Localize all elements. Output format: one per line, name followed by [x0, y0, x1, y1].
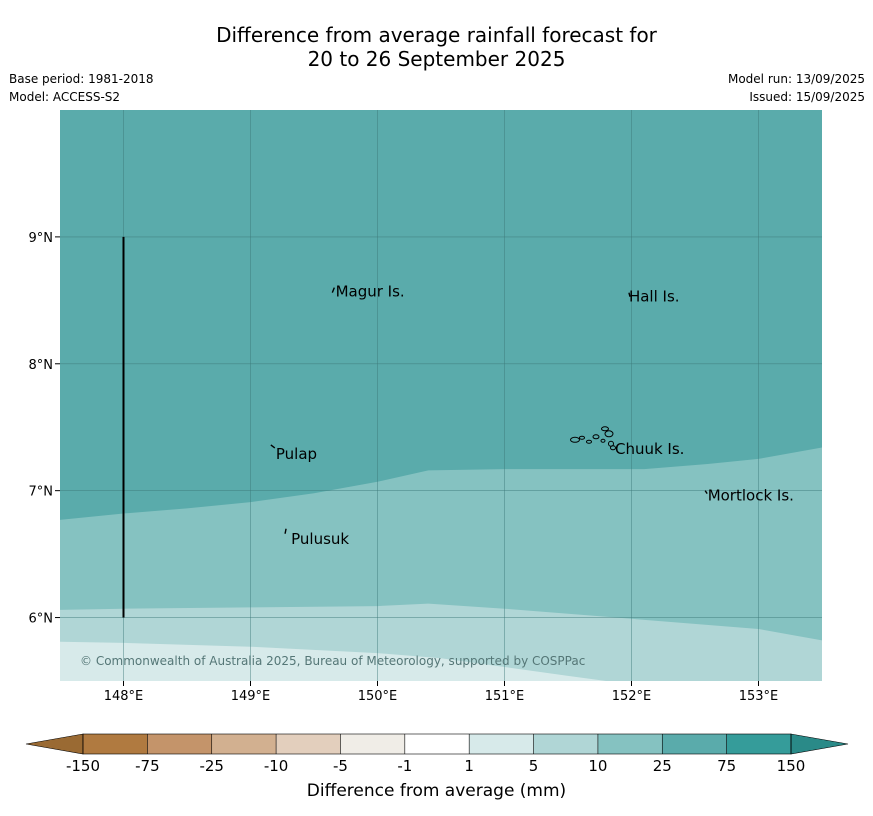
base-period: Base period: 1981-2018 [9, 72, 154, 86]
place-label: Pulap [276, 445, 317, 463]
model-name: Model: ACCESS-S2 [9, 90, 121, 104]
colorbar-tick-label: 10 [588, 757, 607, 775]
colorbar-swatch [340, 734, 405, 754]
colorbar-swatch [726, 734, 791, 754]
lon-tick-label: 151°E [485, 689, 525, 704]
model-run: Model run: 13/09/2025 [727, 72, 865, 86]
islet-outline [592, 434, 600, 440]
island-hall-outline [628, 292, 631, 297]
colorbar-swatch [211, 734, 277, 754]
issued-date: Issued: 15/09/2025 [749, 90, 865, 104]
colorbar-tick-label: 75 [717, 757, 736, 775]
island-pulusuk-outline [284, 528, 287, 534]
islet-outline [604, 430, 614, 438]
colorbar-tick-label: 5 [529, 757, 539, 775]
colorbar-tick-label: -150 [66, 757, 100, 775]
colorbar-tick-label: -25 [199, 757, 224, 775]
rainfall-zone-1-5 [60, 641, 607, 681]
place-label: Magur Is. [336, 282, 405, 300]
colorbar-swatch [469, 734, 534, 754]
island-chuuk-outline [569, 426, 616, 451]
lon-tick-label: 150°E [358, 689, 398, 704]
lat-tick-label: 6°N [29, 612, 54, 627]
island-pulap-outline [270, 444, 276, 449]
metadata-right: Model run: 13/09/2025 Issued: 15/09/2025 [728, 70, 865, 106]
colorbar-tick-label: 150 [777, 757, 806, 775]
islet-outline [585, 439, 592, 444]
metadata-left: Base period: 1981-2018 Model: ACCESS-S2 [9, 70, 154, 106]
place-label: Hall Is. [629, 288, 680, 306]
colorbar-swatch [276, 734, 341, 754]
colorbar-over-arrow [790, 733, 849, 755]
island-mortlock-outline [704, 490, 708, 495]
copyright-notice: © Commonwealth of Australia 2025, Bureau… [80, 654, 585, 668]
colorbar-tick-label: -1 [397, 757, 412, 775]
colorbar-tick-label: -10 [264, 757, 289, 775]
place-label: Pulusuk [291, 530, 349, 548]
lon-tick-label: 153°E [739, 689, 779, 704]
lon-tick-label: 149°E [231, 689, 271, 704]
colorbar-swatch [147, 734, 212, 754]
island-magur-outline [331, 287, 335, 293]
map-title-line1: Difference from average rainfall forecas… [216, 23, 657, 47]
place-label: Chuuk Is. [615, 440, 684, 458]
colorbar-tick-label: 1 [464, 757, 474, 775]
lat-tick-label: 9°N [29, 231, 54, 246]
lon-tick-label: 148°E [104, 689, 144, 704]
colorbar-swatch [662, 734, 727, 754]
colorbar-label: Difference from average (mm) [306, 781, 567, 801]
lon-tick-label: 152°E [612, 689, 652, 704]
colorbar-swatch [533, 734, 598, 754]
colorbar-swatch [83, 734, 148, 754]
islet-outline [609, 445, 616, 451]
colorbar-tick-label: -5 [333, 757, 348, 775]
place-label: Mortlock Is. [708, 487, 794, 505]
colorbar-tick-label: 25 [653, 757, 672, 775]
lat-tick-label: 7°N [29, 485, 54, 500]
colorbar-under-arrow [25, 733, 84, 755]
islet-outline [600, 426, 609, 432]
map-title-line2: 20 to 26 September 2025 [307, 47, 566, 71]
colorbar-tick-label: -75 [135, 757, 160, 775]
lat-tick-label: 8°N [29, 358, 54, 373]
colorbar-swatch [597, 734, 663, 754]
islet-outline [578, 435, 585, 440]
islet-outline [569, 436, 580, 443]
islet-outline [600, 438, 606, 443]
colorbar-swatch [404, 734, 470, 754]
